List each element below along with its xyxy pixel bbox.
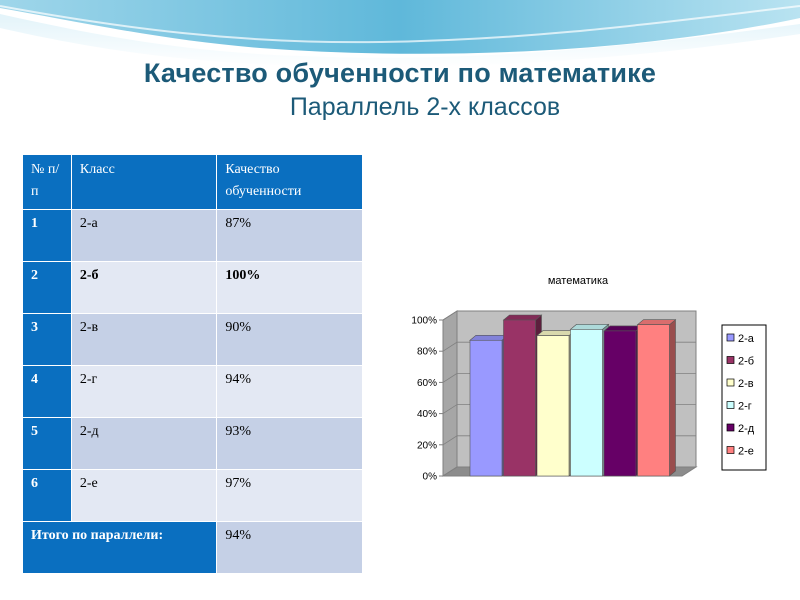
chart-legend — [721, 324, 767, 471]
row-quality: 100% — [216, 261, 363, 314]
row-quality: 94% — [216, 365, 363, 418]
chart-title: математика — [548, 275, 609, 287]
y-tick-label: 0% — [423, 472, 438, 483]
row-number: 6 — [22, 469, 72, 522]
row-quality: 93% — [216, 417, 363, 470]
legend-swatch — [726, 401, 735, 409]
slide-subtitle: Параллель 2-х классов — [289, 93, 561, 121]
legend-label: 2-в — [738, 378, 754, 390]
slide-title: Качество обученности по математике — [143, 58, 657, 88]
legend-label: 2-а — [738, 333, 755, 345]
legend-swatch — [726, 423, 735, 432]
legend-swatch — [726, 446, 735, 454]
y-tick-label: 60% — [417, 378, 437, 389]
table-row: 3 2-в 90% — [22, 313, 363, 366]
table-total-row: Итого по параллели: 94% — [21, 521, 363, 574]
title-block: Качество обученности по математике Парал… — [0, 58, 800, 122]
y-tick-label: 100% — [411, 316, 437, 327]
row-quality: 97% — [216, 469, 363, 522]
table-row: 2 2-б 100% — [22, 261, 363, 314]
row-number: 4 — [22, 365, 72, 418]
table-row: 6 2-е 97% — [22, 469, 363, 522]
bar-2-д — [603, 325, 643, 477]
legend-label: 2-е — [738, 446, 754, 458]
table-header-row: № п/п Класс Качество обученности — [22, 154, 363, 210]
row-number: 1 — [22, 209, 72, 262]
legend-swatch — [726, 333, 735, 342]
row-class: 2-е — [70, 469, 218, 522]
row-number: 3 — [22, 313, 72, 366]
row-class: 2-г — [70, 365, 218, 418]
bar-2-е — [636, 319, 677, 477]
row-number: 2 — [22, 261, 72, 314]
bar-2-а — [469, 334, 509, 477]
legend-label: 2-г — [738, 401, 752, 413]
row-class: 2-в — [70, 313, 218, 366]
grades-table: № п/п Класс Качество обученности 1 2-а 8… — [21, 154, 363, 574]
bar-2-в — [536, 329, 576, 477]
y-tick-label: 20% — [417, 440, 437, 451]
table-row: 1 2-а 87% — [22, 209, 363, 262]
header-quality: Качество обученности — [216, 154, 363, 210]
y-tick-label: 80% — [417, 347, 437, 358]
y-tick-label: 40% — [417, 409, 437, 420]
row-quality: 87% — [216, 209, 363, 262]
row-class: 2-а — [70, 209, 218, 262]
chart-side-wall — [442, 310, 458, 477]
bar-2-г — [569, 323, 610, 477]
legend-label: 2-б — [738, 356, 754, 368]
row-number: 5 — [22, 417, 72, 470]
bar-2-б — [502, 314, 543, 477]
total-value: 94% — [216, 521, 363, 574]
legend-label: 2-д — [738, 423, 755, 435]
table-row: 4 2-г 94% — [22, 365, 363, 418]
legend-swatch — [726, 378, 735, 387]
header-number: № п/п — [22, 154, 72, 210]
row-class: 2-б — [70, 261, 218, 314]
total-label: Итого по параллели: — [21, 521, 218, 574]
gridline — [442, 310, 696, 321]
row-quality: 90% — [216, 313, 363, 366]
row-class: 2-д — [70, 417, 218, 470]
header-class: Класс — [70, 154, 218, 210]
bar-chart: математика 0% 20% 40% 60% 80% 100% 2-а 2-б 2-в 2-г… — [411, 275, 767, 483]
legend-swatch — [726, 356, 735, 364]
decorative-wave — [0, 0, 800, 68]
table-row: 5 2-д 93% — [22, 417, 363, 470]
